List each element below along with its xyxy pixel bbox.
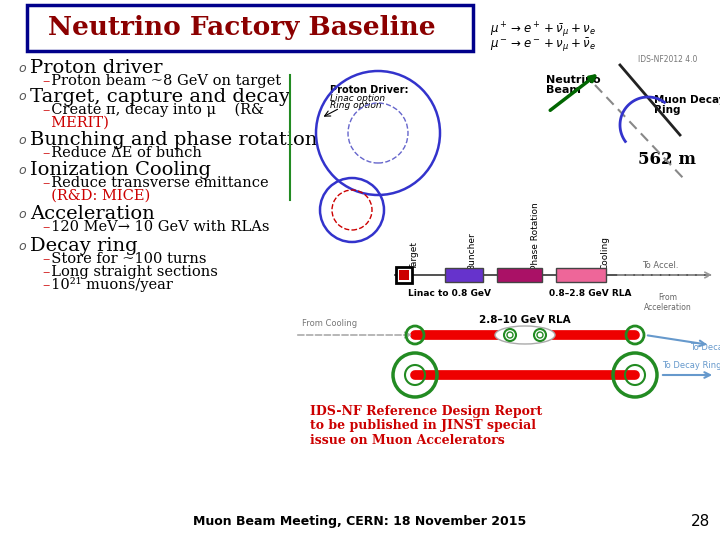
Text: –: – [42, 74, 50, 88]
Bar [445, 268, 483, 282]
Bar [556, 268, 606, 282]
Text: –: – [42, 146, 50, 160]
Text: to be published in JINST special: to be published in JINST special [310, 420, 536, 433]
Text: Neutrino: Neutrino [546, 75, 600, 85]
Text: o: o [18, 207, 26, 220]
Text: 2.8–10 GeV RLA: 2.8–10 GeV RLA [480, 315, 571, 325]
Text: o: o [18, 91, 26, 104]
Text: Proton driver: Proton driver [30, 59, 163, 77]
Text: Reduce ΔE of bunch: Reduce ΔE of bunch [42, 146, 202, 160]
Text: –: – [42, 265, 50, 279]
Text: Store for ~100 turns: Store for ~100 turns [42, 252, 207, 266]
Text: –: – [42, 252, 50, 266]
Text: From Cooling: From Cooling [302, 319, 358, 328]
Text: $\mu^- \rightarrow e^- + \nu_\mu + \bar{\nu}_e$: $\mu^- \rightarrow e^- + \nu_\mu + \bar{… [490, 36, 595, 53]
Text: Neutrino Factory Baseline: Neutrino Factory Baseline [48, 16, 436, 40]
Text: Acceleration: Acceleration [30, 205, 155, 223]
Text: o: o [18, 240, 26, 253]
Text: Cooling: Cooling [600, 236, 610, 270]
Text: Ring option: Ring option [330, 101, 382, 110]
Text: Beam: Beam [546, 85, 581, 95]
Text: IDS-NF2012 4.0: IDS-NF2012 4.0 [638, 56, 698, 64]
Text: 0.8–2.8 GeV RLA: 0.8–2.8 GeV RLA [549, 289, 631, 298]
Text: To Decay Ring: To Decay Ring [690, 343, 720, 352]
Text: Bunching and phase rotation: Bunching and phase rotation [30, 131, 318, 149]
Text: 10²¹ muons/year: 10²¹ muons/year [42, 278, 173, 293]
Text: Linac to 0.8 GeV: Linac to 0.8 GeV [408, 289, 492, 298]
Text: 120 MeV→ 10 GeV with RLAs: 120 MeV→ 10 GeV with RLAs [42, 220, 269, 234]
Text: Create π, decay into μ    (R&: Create π, decay into μ (R& [42, 103, 264, 117]
Text: Muon Decay: Muon Decay [654, 95, 720, 105]
Text: 28: 28 [690, 515, 710, 530]
Bar [396, 267, 412, 283]
Text: –: – [42, 103, 50, 117]
Text: Reduce transverse emittance: Reduce transverse emittance [42, 176, 269, 190]
FancyBboxPatch shape [27, 5, 473, 51]
Text: Proton Driver:: Proton Driver: [330, 85, 408, 95]
Text: Decay ring: Decay ring [30, 237, 138, 255]
Text: –: – [42, 278, 50, 292]
Text: IDS-NF Reference Design Report: IDS-NF Reference Design Report [310, 406, 542, 419]
Text: From
Acceleration: From Acceleration [644, 293, 692, 313]
Text: MERIT): MERIT) [42, 116, 109, 130]
Text: 562 m: 562 m [638, 152, 696, 168]
Text: o: o [18, 133, 26, 146]
Text: Phase Rotation: Phase Rotation [531, 202, 539, 270]
Bar [497, 268, 542, 282]
Text: Linac option: Linac option [330, 94, 385, 103]
Text: Long straight sections: Long straight sections [42, 265, 218, 279]
Text: o: o [18, 164, 26, 177]
Text: To Decay Ring: To Decay Ring [662, 361, 720, 370]
Text: To Accel.: To Accel. [642, 261, 678, 270]
Text: Ionization Cooling: Ionization Cooling [30, 161, 211, 179]
Text: o: o [18, 62, 26, 75]
Text: Proton beam ~8 GeV on target: Proton beam ~8 GeV on target [42, 74, 281, 88]
Text: Muon Beam Meeting, CERN: 18 November 2015: Muon Beam Meeting, CERN: 18 November 201… [194, 516, 526, 529]
Bar [399, 270, 409, 280]
Text: –: – [42, 220, 50, 234]
Text: Target, capture and decay: Target, capture and decay [30, 88, 290, 106]
Ellipse shape [495, 326, 555, 344]
Text: $\mu^+ \rightarrow e^+ + \bar{\nu}_\mu + \nu_e$: $\mu^+ \rightarrow e^+ + \bar{\nu}_\mu +… [490, 21, 595, 39]
Text: issue on Muon Accelerators: issue on Muon Accelerators [310, 434, 505, 447]
Text: (R&D: MICE): (R&D: MICE) [42, 189, 150, 203]
Text: –: – [42, 176, 50, 190]
Text: Buncher: Buncher [467, 232, 477, 270]
Text: Target: Target [410, 242, 420, 270]
Text: Ring: Ring [654, 105, 680, 115]
